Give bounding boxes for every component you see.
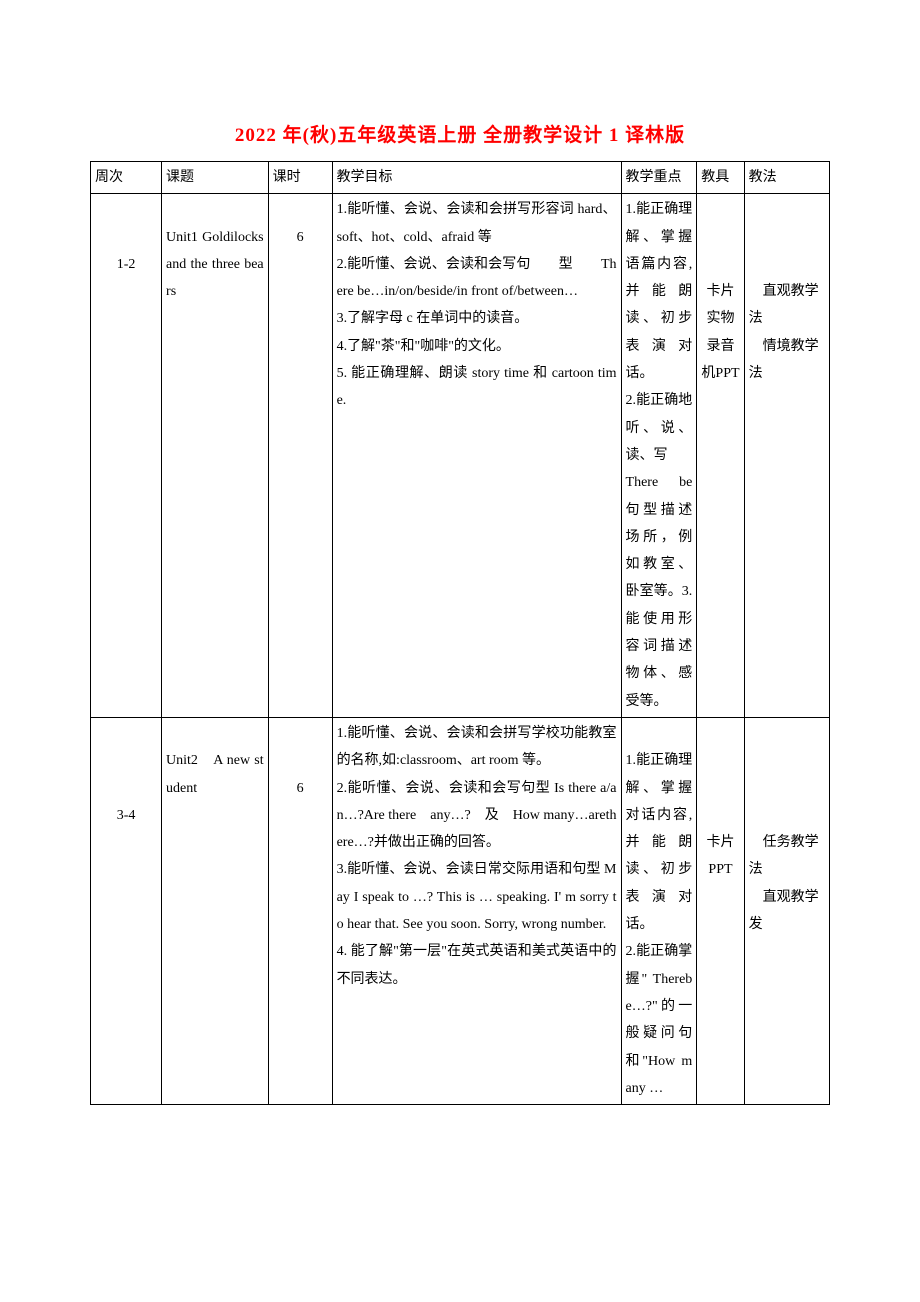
focus-text: 1.能正确理解、掌握对话内容,并能朗读、初步表演对话。2.能正确掌握" Ther… — [626, 753, 693, 1096]
header-method: 教法 — [744, 162, 829, 194]
cell-method: 任务教学法 直观教学发 — [744, 717, 829, 1104]
table-row: 1-2 Unit1 Goldilocks and the three bears… — [91, 194, 830, 718]
tools-text: 卡片实物录音机PPT — [701, 284, 739, 381]
cell-week: 1-2 — [91, 194, 162, 718]
cell-topic: Unit1 Goldilocks and the three bears — [162, 194, 269, 718]
cell-method: 直观教学法 情境教学法 — [744, 194, 829, 718]
cell-goals: 1.能听懂、会说、会读和会拼写形容词 hard、soft、hot、cold、af… — [332, 194, 621, 718]
table-header-row: 周次 课题 课时 教学目标 教学重点 教具 教法 — [91, 162, 830, 194]
cell-hours: 6 — [268, 194, 332, 718]
topic-text: Unit2 A new student — [166, 753, 264, 795]
page-title: 2022 年(秋)五年级英语上册 全册教学设计 1 译林版 — [90, 120, 830, 147]
cell-topic: Unit2 A new student — [162, 717, 269, 1104]
topic-text: Unit1 Goldilocks and the three bears — [166, 230, 264, 300]
header-topic: 课题 — [162, 162, 269, 194]
plan-table: 周次 课题 课时 教学目标 教学重点 教具 教法 1-2 Unit1 Goldi… — [90, 161, 830, 1105]
cell-goals: 1.能听懂、会说、会读和会拼写学校功能教室的名称,如:classroom、art… — [332, 717, 621, 1104]
cell-hours: 6 — [268, 717, 332, 1104]
hours-text: 6 — [297, 230, 304, 245]
method-text: 直观教学法 情境教学法 — [749, 284, 819, 381]
header-focus: 教学重点 — [621, 162, 697, 194]
cell-tools: 卡片实物录音机PPT — [697, 194, 744, 718]
week-text: 1-2 — [117, 257, 136, 272]
method-text: 任务教学法 直观教学发 — [749, 835, 819, 932]
week-text: 3-4 — [117, 808, 136, 823]
cell-tools: 卡片 PPT — [697, 717, 744, 1104]
hours-text: 6 — [297, 781, 304, 796]
header-hours: 课时 — [268, 162, 332, 194]
tools-text: 卡片 PPT — [706, 835, 748, 877]
table-row: 3-4 Unit2 A new student 6 1.能听懂、会说、会读和会拼… — [91, 717, 830, 1104]
cell-focus: 1.能正确理解、掌握语篇内容,并能朗读、初步表演对话。2.能正确地听、说、读、写… — [621, 194, 697, 718]
header-week: 周次 — [91, 162, 162, 194]
page-container: 2022 年(秋)五年级英语上册 全册教学设计 1 译林版 周次 课题 课时 教… — [0, 0, 920, 1145]
cell-week: 3-4 — [91, 717, 162, 1104]
header-tools: 教具 — [697, 162, 744, 194]
cell-focus: 1.能正确理解、掌握对话内容,并能朗读、初步表演对话。2.能正确掌握" Ther… — [621, 717, 697, 1104]
header-goals: 教学目标 — [332, 162, 621, 194]
